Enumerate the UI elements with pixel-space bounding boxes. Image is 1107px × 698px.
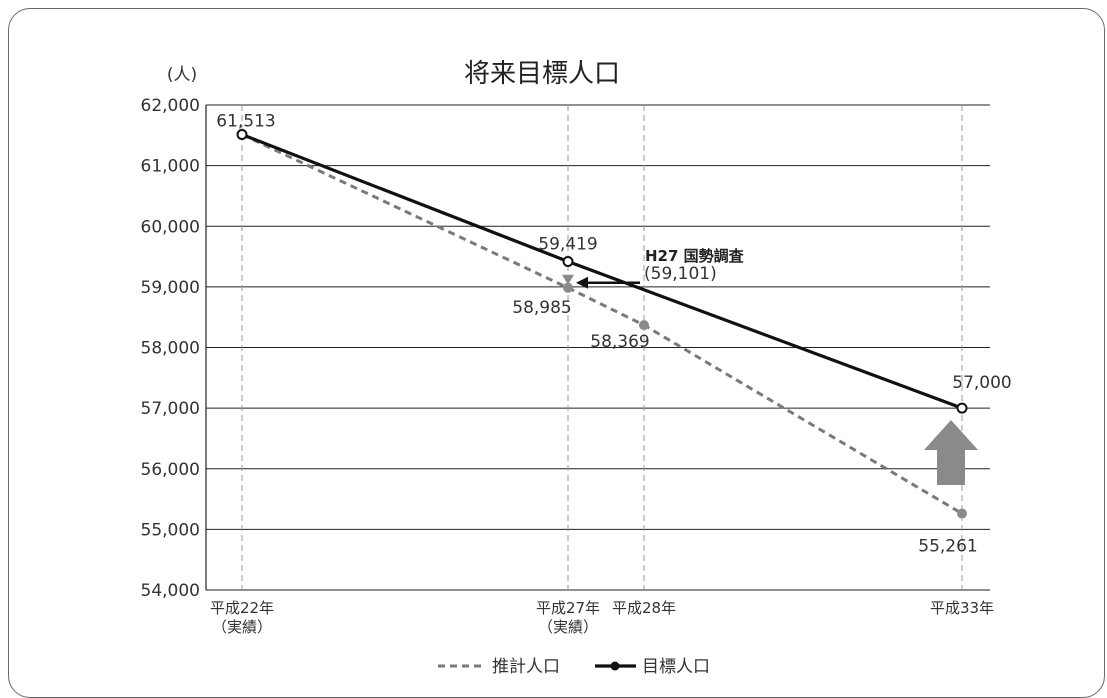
y-tick-label: 60,000 (141, 217, 200, 237)
y-tick-label: 59,000 (141, 278, 200, 298)
y-tick-label: 61,000 (141, 157, 200, 177)
data-label: 58,985 (512, 298, 571, 318)
census-point (562, 274, 574, 285)
target-population-line (241, 133, 963, 410)
grid-layer (205, 104, 990, 591)
data-label: 55,261 (918, 537, 977, 557)
label-layer: 54,000 55,000 56,000 57,000 58,000 59,000 60,0… (141, 96, 1012, 636)
data-label: 61,513 (216, 112, 275, 132)
target-population-point (562, 255, 574, 267)
annotation-title: H27 国勢調査 (645, 247, 745, 265)
chart-title: 将来目標人口 (464, 59, 620, 89)
x-tick-label: 平成28年 (612, 599, 676, 617)
estimated-population-point (957, 508, 967, 519)
x-tick-sublabel: （実績） (212, 618, 272, 636)
series-layer (236, 129, 978, 519)
y-tick-label: 58,000 (141, 339, 200, 359)
legend-swatch-target-marker (610, 661, 620, 671)
data-label: 59,419 (538, 234, 597, 254)
data-label: 57,000 (952, 373, 1011, 393)
y-tick-label: 62,000 (141, 96, 200, 116)
legend-label-target: 目標人口 (642, 657, 710, 677)
x-tick-sublabel: （実績） (538, 618, 598, 636)
estimated-population-point (639, 320, 649, 331)
estimated-population-point (563, 282, 573, 293)
target-population-point (236, 129, 248, 141)
annotation-arrow-head (576, 276, 588, 289)
y-axis-unit: (人) (167, 65, 197, 85)
y-tick-label: 57,000 (141, 399, 200, 419)
y-tick-label: 55,000 (141, 520, 200, 540)
x-tick-label: 平成27年 (536, 599, 600, 617)
x-tick-label: 平成33年 (930, 599, 994, 617)
y-tick-label: 56,000 (141, 460, 200, 480)
estimated-population-line (241, 133, 963, 515)
data-label: 58,369 (590, 332, 649, 352)
legend: 推計人口 目標人口 (438, 657, 710, 677)
y-tick-label: 54,000 (141, 581, 200, 601)
annotation-value: (59,101) (644, 264, 717, 284)
x-tick-label: 平成22年 (210, 599, 274, 617)
up-arrow-icon (924, 420, 978, 485)
legend-label-estimated: 推計人口 (492, 657, 560, 677)
target-population-point (956, 402, 968, 414)
